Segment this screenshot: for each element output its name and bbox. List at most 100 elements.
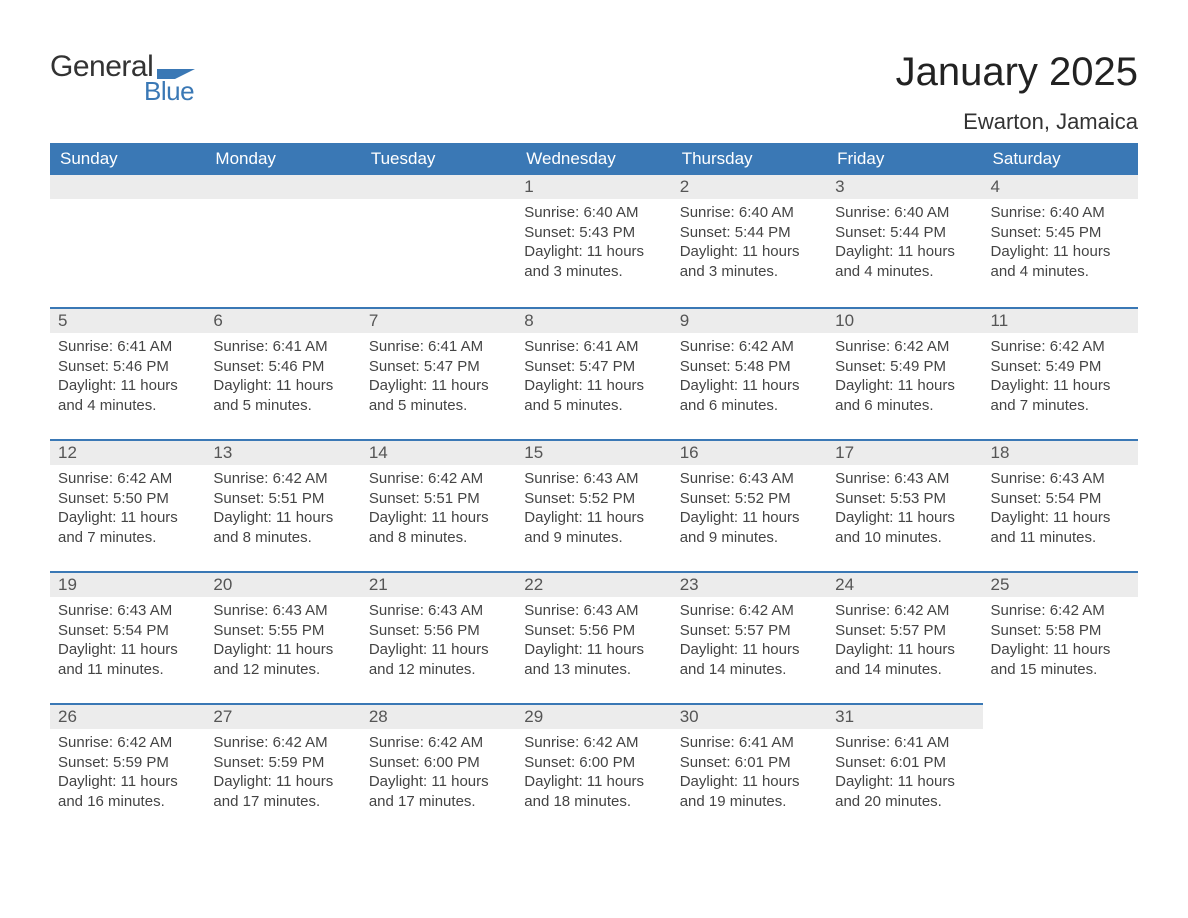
- day-number: 14: [361, 439, 516, 465]
- sunrise-text: Sunrise: 6:41 AM: [213, 337, 352, 357]
- sunrise-text: Sunrise: 6:40 AM: [835, 203, 974, 223]
- day-number: 11: [983, 307, 1138, 333]
- sunset-text: Sunset: 6:00 PM: [369, 753, 508, 773]
- sunrise-text: Sunrise: 6:42 AM: [680, 601, 819, 621]
- day-content: Sunrise: 6:43 AMSunset: 5:56 PMDaylight:…: [361, 597, 516, 685]
- sunset-text: Sunset: 5:55 PM: [213, 621, 352, 641]
- day-number: 10: [827, 307, 982, 333]
- day-content: Sunrise: 6:42 AMSunset: 5:57 PMDaylight:…: [672, 597, 827, 685]
- calendar-cell: 25Sunrise: 6:42 AMSunset: 5:58 PMDayligh…: [983, 571, 1138, 703]
- calendar-table: SundayMondayTuesdayWednesdayThursdayFrid…: [50, 143, 1138, 835]
- sunrise-text: Sunrise: 6:43 AM: [369, 601, 508, 621]
- daylight-text: Daylight: 11 hours and 14 minutes.: [835, 640, 974, 679]
- sunrise-text: Sunrise: 6:43 AM: [213, 601, 352, 621]
- day-number: 7: [361, 307, 516, 333]
- day-content: Sunrise: 6:43 AMSunset: 5:54 PMDaylight:…: [983, 465, 1138, 553]
- brand-name-1: General: [50, 50, 153, 84]
- daylight-text: Daylight: 11 hours and 9 minutes.: [680, 508, 819, 547]
- sunset-text: Sunset: 5:52 PM: [524, 489, 663, 509]
- calendar-cell: 12Sunrise: 6:42 AMSunset: 5:50 PMDayligh…: [50, 439, 205, 571]
- daylight-text: Daylight: 11 hours and 9 minutes.: [524, 508, 663, 547]
- day-number: 26: [50, 703, 205, 729]
- day-number: 28: [361, 703, 516, 729]
- daylight-text: Daylight: 11 hours and 6 minutes.: [680, 376, 819, 415]
- sunset-text: Sunset: 5:53 PM: [835, 489, 974, 509]
- empty-day-number: [361, 175, 516, 199]
- sunrise-text: Sunrise: 6:43 AM: [835, 469, 974, 489]
- daylight-text: Daylight: 11 hours and 14 minutes.: [680, 640, 819, 679]
- sunrise-text: Sunrise: 6:42 AM: [835, 337, 974, 357]
- daylight-text: Daylight: 11 hours and 11 minutes.: [991, 508, 1130, 547]
- day-content: Sunrise: 6:43 AMSunset: 5:54 PMDaylight:…: [50, 597, 205, 685]
- day-number: 3: [827, 175, 982, 199]
- weekday-header: Sunday: [50, 143, 205, 175]
- sunset-text: Sunset: 5:56 PM: [369, 621, 508, 641]
- calendar-cell: 24Sunrise: 6:42 AMSunset: 5:57 PMDayligh…: [827, 571, 982, 703]
- daylight-text: Daylight: 11 hours and 17 minutes.: [369, 772, 508, 811]
- day-content: Sunrise: 6:42 AMSunset: 5:58 PMDaylight:…: [983, 597, 1138, 685]
- sunrise-text: Sunrise: 6:42 AM: [213, 733, 352, 753]
- day-content: Sunrise: 6:42 AMSunset: 5:59 PMDaylight:…: [50, 729, 205, 817]
- calendar-cell: 1Sunrise: 6:40 AMSunset: 5:43 PMDaylight…: [516, 175, 671, 307]
- day-number: 12: [50, 439, 205, 465]
- sunrise-text: Sunrise: 6:42 AM: [524, 733, 663, 753]
- sunrise-text: Sunrise: 6:42 AM: [213, 469, 352, 489]
- daylight-text: Daylight: 11 hours and 5 minutes.: [213, 376, 352, 415]
- sunset-text: Sunset: 5:59 PM: [213, 753, 352, 773]
- daylight-text: Daylight: 11 hours and 13 minutes.: [524, 640, 663, 679]
- sunrise-text: Sunrise: 6:43 AM: [524, 469, 663, 489]
- sunset-text: Sunset: 5:51 PM: [369, 489, 508, 509]
- calendar-cell: 26Sunrise: 6:42 AMSunset: 5:59 PMDayligh…: [50, 703, 205, 835]
- location-label: Ewarton, Jamaica: [896, 109, 1138, 135]
- brand-logo: General Blue: [50, 50, 197, 107]
- title-block: January 2025 Ewarton, Jamaica: [896, 50, 1138, 135]
- calendar-cell: 11Sunrise: 6:42 AMSunset: 5:49 PMDayligh…: [983, 307, 1138, 439]
- day-content: Sunrise: 6:43 AMSunset: 5:55 PMDaylight:…: [205, 597, 360, 685]
- day-content: Sunrise: 6:41 AMSunset: 5:46 PMDaylight:…: [205, 333, 360, 421]
- day-number: 8: [516, 307, 671, 333]
- day-content: Sunrise: 6:41 AMSunset: 6:01 PMDaylight:…: [672, 729, 827, 817]
- day-number: 27: [205, 703, 360, 729]
- weekday-header: Monday: [205, 143, 360, 175]
- calendar-cell: 10Sunrise: 6:42 AMSunset: 5:49 PMDayligh…: [827, 307, 982, 439]
- calendar-cell: 16Sunrise: 6:43 AMSunset: 5:52 PMDayligh…: [672, 439, 827, 571]
- day-content: Sunrise: 6:42 AMSunset: 6:00 PMDaylight:…: [516, 729, 671, 817]
- calendar-cell: 7Sunrise: 6:41 AMSunset: 5:47 PMDaylight…: [361, 307, 516, 439]
- sunset-text: Sunset: 5:54 PM: [58, 621, 197, 641]
- day-content: Sunrise: 6:42 AMSunset: 5:49 PMDaylight:…: [983, 333, 1138, 421]
- day-number: 20: [205, 571, 360, 597]
- sunrise-text: Sunrise: 6:42 AM: [58, 469, 197, 489]
- sunset-text: Sunset: 5:46 PM: [213, 357, 352, 377]
- day-content: Sunrise: 6:42 AMSunset: 5:51 PMDaylight:…: [361, 465, 516, 553]
- day-content: Sunrise: 6:41 AMSunset: 6:01 PMDaylight:…: [827, 729, 982, 817]
- daylight-text: Daylight: 11 hours and 16 minutes.: [58, 772, 197, 811]
- weekday-header: Friday: [827, 143, 982, 175]
- sunset-text: Sunset: 6:00 PM: [524, 753, 663, 773]
- day-number: 18: [983, 439, 1138, 465]
- day-content: Sunrise: 6:41 AMSunset: 5:47 PMDaylight:…: [361, 333, 516, 421]
- calendar-cell: 20Sunrise: 6:43 AMSunset: 5:55 PMDayligh…: [205, 571, 360, 703]
- sunrise-text: Sunrise: 6:42 AM: [991, 601, 1130, 621]
- calendar-header-row: SundayMondayTuesdayWednesdayThursdayFrid…: [50, 143, 1138, 175]
- sunset-text: Sunset: 5:48 PM: [680, 357, 819, 377]
- sunset-text: Sunset: 5:51 PM: [213, 489, 352, 509]
- day-number: 23: [672, 571, 827, 597]
- calendar-cell: 5Sunrise: 6:41 AMSunset: 5:46 PMDaylight…: [50, 307, 205, 439]
- day-number: 2: [672, 175, 827, 199]
- sunset-text: Sunset: 5:47 PM: [369, 357, 508, 377]
- sunrise-text: Sunrise: 6:43 AM: [991, 469, 1130, 489]
- day-content: Sunrise: 6:41 AMSunset: 5:46 PMDaylight:…: [50, 333, 205, 421]
- sunrise-text: Sunrise: 6:41 AM: [369, 337, 508, 357]
- sunset-text: Sunset: 5:47 PM: [524, 357, 663, 377]
- day-content: Sunrise: 6:43 AMSunset: 5:52 PMDaylight:…: [672, 465, 827, 553]
- daylight-text: Daylight: 11 hours and 17 minutes.: [213, 772, 352, 811]
- calendar-cell: [361, 175, 516, 307]
- sunset-text: Sunset: 5:56 PM: [524, 621, 663, 641]
- calendar-cell: 18Sunrise: 6:43 AMSunset: 5:54 PMDayligh…: [983, 439, 1138, 571]
- sunset-text: Sunset: 5:57 PM: [835, 621, 974, 641]
- sunset-text: Sunset: 5:59 PM: [58, 753, 197, 773]
- daylight-text: Daylight: 11 hours and 20 minutes.: [835, 772, 974, 811]
- sunrise-text: Sunrise: 6:41 AM: [58, 337, 197, 357]
- sunrise-text: Sunrise: 6:40 AM: [991, 203, 1130, 223]
- calendar-cell: 8Sunrise: 6:41 AMSunset: 5:47 PMDaylight…: [516, 307, 671, 439]
